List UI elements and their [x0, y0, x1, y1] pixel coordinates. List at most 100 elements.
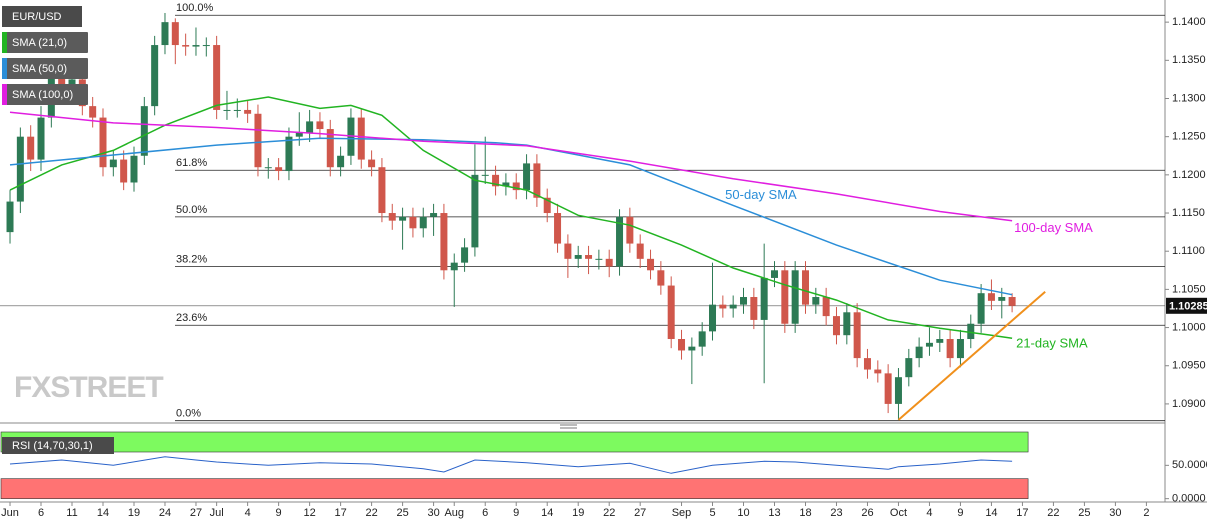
- candle-body: [16, 136, 24, 202]
- candle-body: [750, 297, 758, 320]
- candle-body: [801, 270, 809, 305]
- candle-body: [161, 22, 169, 46]
- fib-label: 0.0%: [176, 408, 201, 420]
- candle-body: [430, 213, 438, 217]
- title-box: [2, 6, 82, 27]
- x-tick-label: 10: [737, 507, 749, 519]
- x-tick-label: 19: [572, 507, 584, 519]
- x-tick-label: 25: [1078, 507, 1090, 519]
- candle-body: [58, 71, 66, 91]
- legend-swatch: [2, 84, 7, 105]
- candle-body: [471, 174, 479, 248]
- candle-body: [760, 277, 768, 320]
- x-tick-label: Oct: [890, 507, 907, 519]
- candle-body: [409, 216, 417, 229]
- candle-body: [946, 339, 954, 359]
- candle-body: [812, 297, 820, 305]
- candle-body: [140, 106, 148, 156]
- x-tick-label: 9: [957, 507, 963, 519]
- candle-body: [202, 45, 210, 47]
- candle-body: [915, 346, 923, 359]
- candle-body: [657, 270, 665, 286]
- x-tick-label: 25: [396, 507, 408, 519]
- fib-label: 38.2%: [176, 253, 207, 265]
- candle-body: [492, 174, 500, 187]
- candle-body: [894, 377, 902, 404]
- candle-body: [987, 293, 995, 301]
- candle-body: [295, 132, 303, 137]
- candle-body: [585, 255, 593, 259]
- x-tick-label: 2: [1143, 507, 1149, 519]
- panel-handle: [560, 424, 577, 429]
- y-tick-label: 1.0950: [1172, 360, 1206, 372]
- candle-body: [37, 117, 45, 160]
- candle-body: [595, 258, 603, 260]
- x-tick-label: 23: [830, 507, 842, 519]
- sma-line: [9, 96, 1013, 339]
- y-tick-label: 50.0000: [1172, 459, 1207, 471]
- candle-body: [688, 346, 696, 351]
- candle-body: [832, 316, 840, 336]
- y-tick-label: 1.1050: [1172, 283, 1206, 295]
- candle-body: [863, 358, 871, 370]
- sma-line: [9, 111, 1013, 222]
- watermark: FXSTREET: [14, 371, 163, 404]
- candle-body: [729, 304, 737, 309]
- legend-swatch: [2, 32, 7, 53]
- candle-body: [956, 339, 964, 359]
- candle-body: [440, 213, 448, 271]
- candle-body: [574, 255, 582, 259]
- candle-body: [285, 136, 293, 172]
- candle-body: [512, 182, 520, 191]
- chart-title: EUR/USD: [12, 11, 62, 23]
- x-tick-label: 19: [128, 507, 140, 519]
- x-tick-label: 6: [38, 507, 44, 519]
- candle-body: [99, 117, 107, 168]
- y-tick-label: 0.0000: [1172, 493, 1206, 505]
- candle-body: [244, 109, 252, 114]
- candle-body: [233, 109, 241, 111]
- candle-body: [27, 136, 35, 160]
- candle-body: [450, 262, 458, 271]
- legend-box: [2, 32, 88, 53]
- rsi-title: RSI (14,70,30,1): [12, 440, 93, 452]
- legend-box: [2, 84, 88, 105]
- candle-body: [6, 201, 14, 233]
- candle-body: [977, 293, 985, 324]
- y-tick-label: 1.1000: [1172, 321, 1206, 333]
- candle-body: [667, 285, 675, 340]
- candle-body: [1008, 297, 1016, 306]
- candle-body: [275, 167, 283, 172]
- y-tick-label: 1.1350: [1172, 54, 1206, 66]
- candle-body: [626, 216, 634, 244]
- candle-body: [719, 304, 727, 309]
- candle-body: [182, 45, 190, 47]
- x-tick-label: 24: [159, 507, 171, 519]
- sma-annotation: 100-day SMA: [1014, 220, 1093, 235]
- rsi-line: [9, 456, 1013, 474]
- y-tick-label: 1.1300: [1172, 92, 1206, 104]
- y-tick-label: 1.0900: [1172, 398, 1206, 410]
- fib-label: 100.0%: [176, 2, 214, 14]
- candle-body: [822, 297, 830, 317]
- candle-body: [874, 369, 882, 374]
- candle-body: [647, 258, 655, 271]
- candle-body: [770, 270, 778, 278]
- x-tick-label: 18: [799, 507, 811, 519]
- y-tick-label: 1.1400: [1172, 16, 1206, 28]
- x-tick-label: 17: [1016, 507, 1028, 519]
- candle-body: [461, 247, 469, 263]
- x-tick-label: 5: [709, 507, 715, 519]
- candle-body: [120, 159, 128, 183]
- x-tick-label: 4: [926, 507, 932, 519]
- candle-body: [925, 342, 933, 347]
- rsi-title-box: [2, 437, 114, 454]
- fib-label: 61.8%: [176, 157, 207, 169]
- y-tick-label: 1.1150: [1172, 207, 1205, 219]
- candle-body: [936, 339, 944, 343]
- candle-body: [419, 216, 427, 229]
- rsi-band: [0, 478, 1029, 499]
- candle-body: [905, 358, 913, 378]
- rsi-band: [0, 431, 1029, 453]
